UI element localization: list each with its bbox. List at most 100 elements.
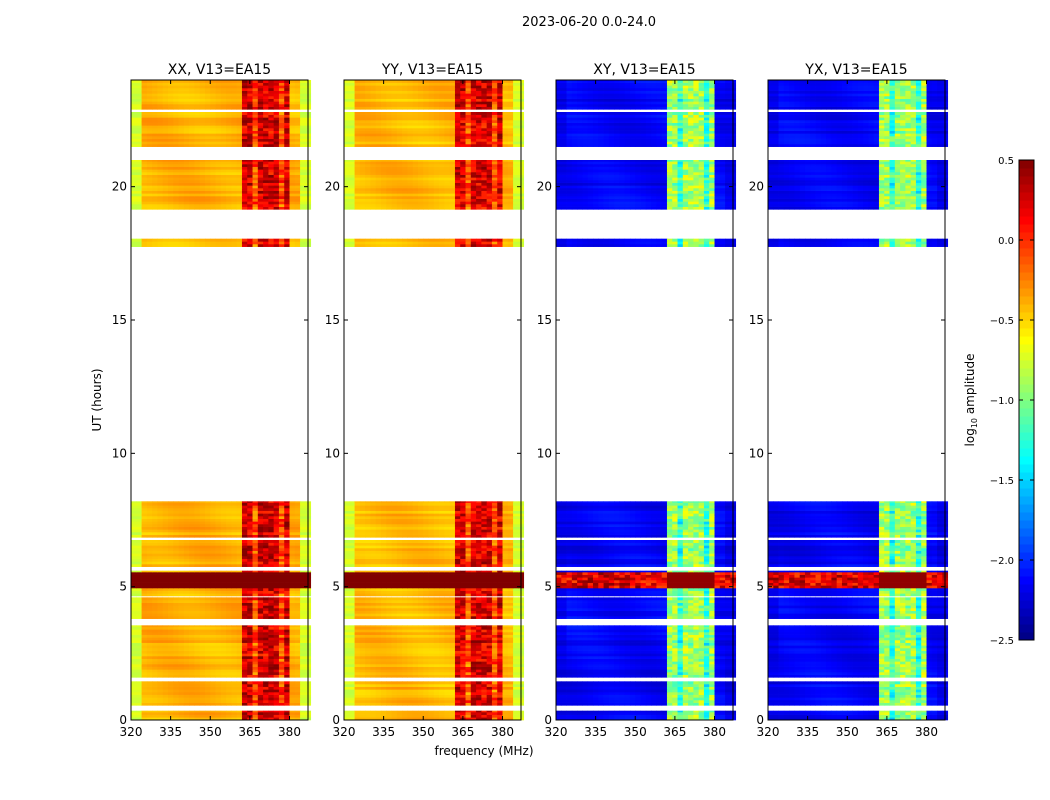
heatmap-cell — [136, 686, 142, 690]
heatmap-cell — [241, 582, 248, 586]
heatmap-cell — [173, 674, 179, 678]
heatmap-cell — [268, 201, 275, 205]
heatmap-cell — [241, 689, 248, 693]
heatmap-cell — [183, 658, 190, 662]
heatmap-cell — [173, 244, 179, 247]
heatmap-cell — [231, 112, 238, 115]
heatmap-cell — [152, 661, 158, 665]
heatmap-cell — [210, 588, 216, 591]
heatmap-cell — [433, 712, 440, 715]
heatmap-cell — [178, 534, 185, 538]
heatmap-cell — [263, 513, 269, 517]
heatmap-cell — [152, 613, 158, 617]
heatmap-cell — [189, 521, 195, 525]
heatmap-cell — [220, 201, 227, 205]
heatmap-cell — [152, 602, 158, 606]
heatmap-cell — [268, 570, 275, 573]
heatmap-cell — [470, 681, 477, 685]
heatmap-cell — [396, 697, 403, 701]
heatmap-cell — [257, 180, 264, 183]
heatmap-cell — [273, 193, 280, 197]
heatmap-cell — [284, 82, 290, 86]
heatmap-cell — [162, 664, 169, 667]
heatmap-cell — [236, 117, 243, 121]
heatmap-cell — [167, 161, 174, 165]
heatmap-cell — [344, 697, 350, 701]
heatmap-cell — [252, 694, 259, 698]
heatmap-cell — [365, 648, 371, 651]
heatmap-cell — [167, 674, 174, 678]
heatmap-cell — [141, 182, 148, 186]
heatmap-cell — [231, 540, 238, 543]
heatmap-cell — [236, 629, 243, 633]
heatmap-cell — [178, 605, 185, 609]
heatmap-cell — [136, 196, 142, 199]
heatmap-cell — [215, 642, 222, 646]
heatmap-cell — [491, 645, 498, 649]
heatmap-cell — [157, 556, 164, 559]
heatmap-cell — [194, 669, 201, 673]
heatmap-cell — [439, 702, 445, 706]
heatmap-cell — [278, 238, 285, 242]
heatmap-cell — [173, 580, 179, 583]
heatmap-cell — [289, 600, 296, 603]
heatmap-cell — [257, 656, 264, 659]
heatmap-cell — [199, 602, 206, 606]
heatmap-cell — [183, 117, 190, 121]
heatmap-cell — [136, 556, 142, 559]
heatmap-cell — [146, 204, 153, 207]
heatmap-cell — [252, 681, 259, 685]
heatmap-cell — [289, 664, 296, 667]
heatmap-cell — [231, 172, 238, 175]
heatmap-cell — [189, 526, 195, 530]
heatmap-cell — [273, 577, 280, 581]
heatmap-cell — [178, 553, 185, 557]
heatmap-cell — [497, 694, 503, 698]
heatmap-cell — [226, 561, 232, 565]
heatmap-cell — [136, 508, 142, 511]
heatmap-cell — [294, 674, 301, 678]
heatmap-cell — [497, 666, 503, 670]
heatmap-cell — [183, 106, 190, 110]
heatmap-cell — [173, 681, 179, 685]
heatmap-cell — [173, 524, 179, 527]
heatmap-cell — [162, 608, 169, 611]
heatmap-cell — [220, 588, 227, 591]
heatmap-cell — [278, 138, 285, 142]
heatmap-cell — [210, 637, 216, 641]
heatmap-cell — [507, 712, 514, 715]
heatmap-cell — [131, 80, 137, 83]
heatmap-cell — [189, 634, 195, 638]
heatmap-cell — [407, 689, 414, 693]
heatmap-cell — [167, 174, 174, 178]
heatmap-cell — [257, 502, 264, 506]
heatmap-cell — [263, 545, 269, 549]
heatmap-cell — [513, 653, 519, 657]
heatmap-cell — [152, 577, 158, 581]
heatmap-cell — [236, 144, 243, 147]
heatmap-cell — [157, 582, 164, 586]
heatmap-cell — [407, 702, 414, 706]
heatmap-cell — [241, 106, 248, 110]
heatmap-cell — [231, 585, 238, 589]
heatmap-cell — [284, 550, 290, 554]
heatmap-cell — [157, 177, 164, 181]
heatmap-cell — [257, 169, 264, 173]
heatmap-cell — [157, 580, 164, 583]
heatmap-cell — [284, 702, 290, 706]
heatmap-cell — [289, 144, 296, 147]
heatmap-cell — [162, 577, 169, 581]
heatmap-cell — [178, 577, 185, 581]
heatmap-cell — [178, 681, 185, 685]
heatmap-cell — [273, 80, 280, 83]
heatmap-cell — [167, 526, 174, 530]
heatmap-cell — [257, 561, 264, 565]
heatmap-cell — [199, 570, 206, 573]
heatmap-cell — [183, 637, 190, 641]
heatmap-cell — [189, 582, 195, 586]
heatmap-cell — [178, 160, 185, 162]
heatmap-cell — [439, 712, 445, 715]
heatmap-cell — [284, 125, 290, 129]
heatmap-cell — [167, 510, 174, 514]
heatmap-cell — [157, 613, 164, 617]
